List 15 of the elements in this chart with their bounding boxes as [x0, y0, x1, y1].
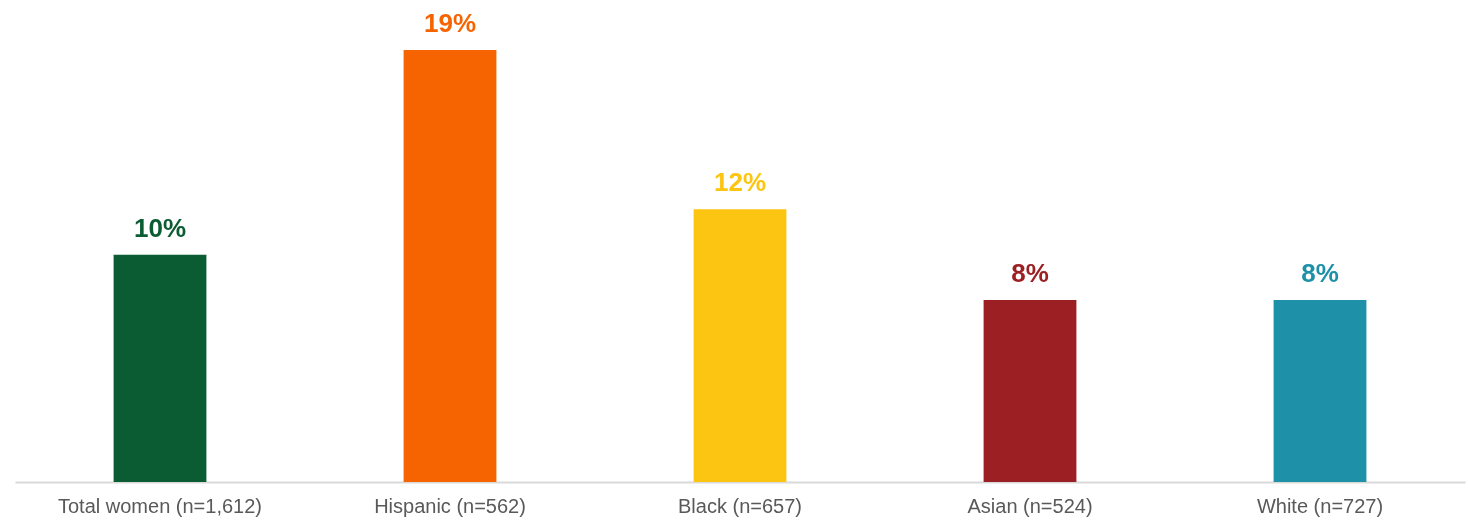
x-tick-label: White (n=727) [1256, 494, 1384, 517]
data-label: 8% [1011, 258, 1049, 289]
data-label: 12% [713, 167, 767, 198]
data-label: 8% [1301, 258, 1339, 289]
bar [1273, 300, 1367, 482]
bar [693, 209, 787, 482]
x-tick-label: Hispanic (n=562) [374, 494, 526, 517]
data-label: 10% [133, 212, 187, 243]
x-tick-label: Total women (n=1,612) [57, 494, 263, 517]
bar [403, 50, 497, 482]
data-label: 19% [423, 8, 477, 38]
x-tick-label: Black (n=657) [678, 494, 802, 517]
bar [983, 300, 1077, 482]
x-tick-label: Asian (n=524) [967, 494, 1093, 517]
bar [113, 254, 207, 482]
